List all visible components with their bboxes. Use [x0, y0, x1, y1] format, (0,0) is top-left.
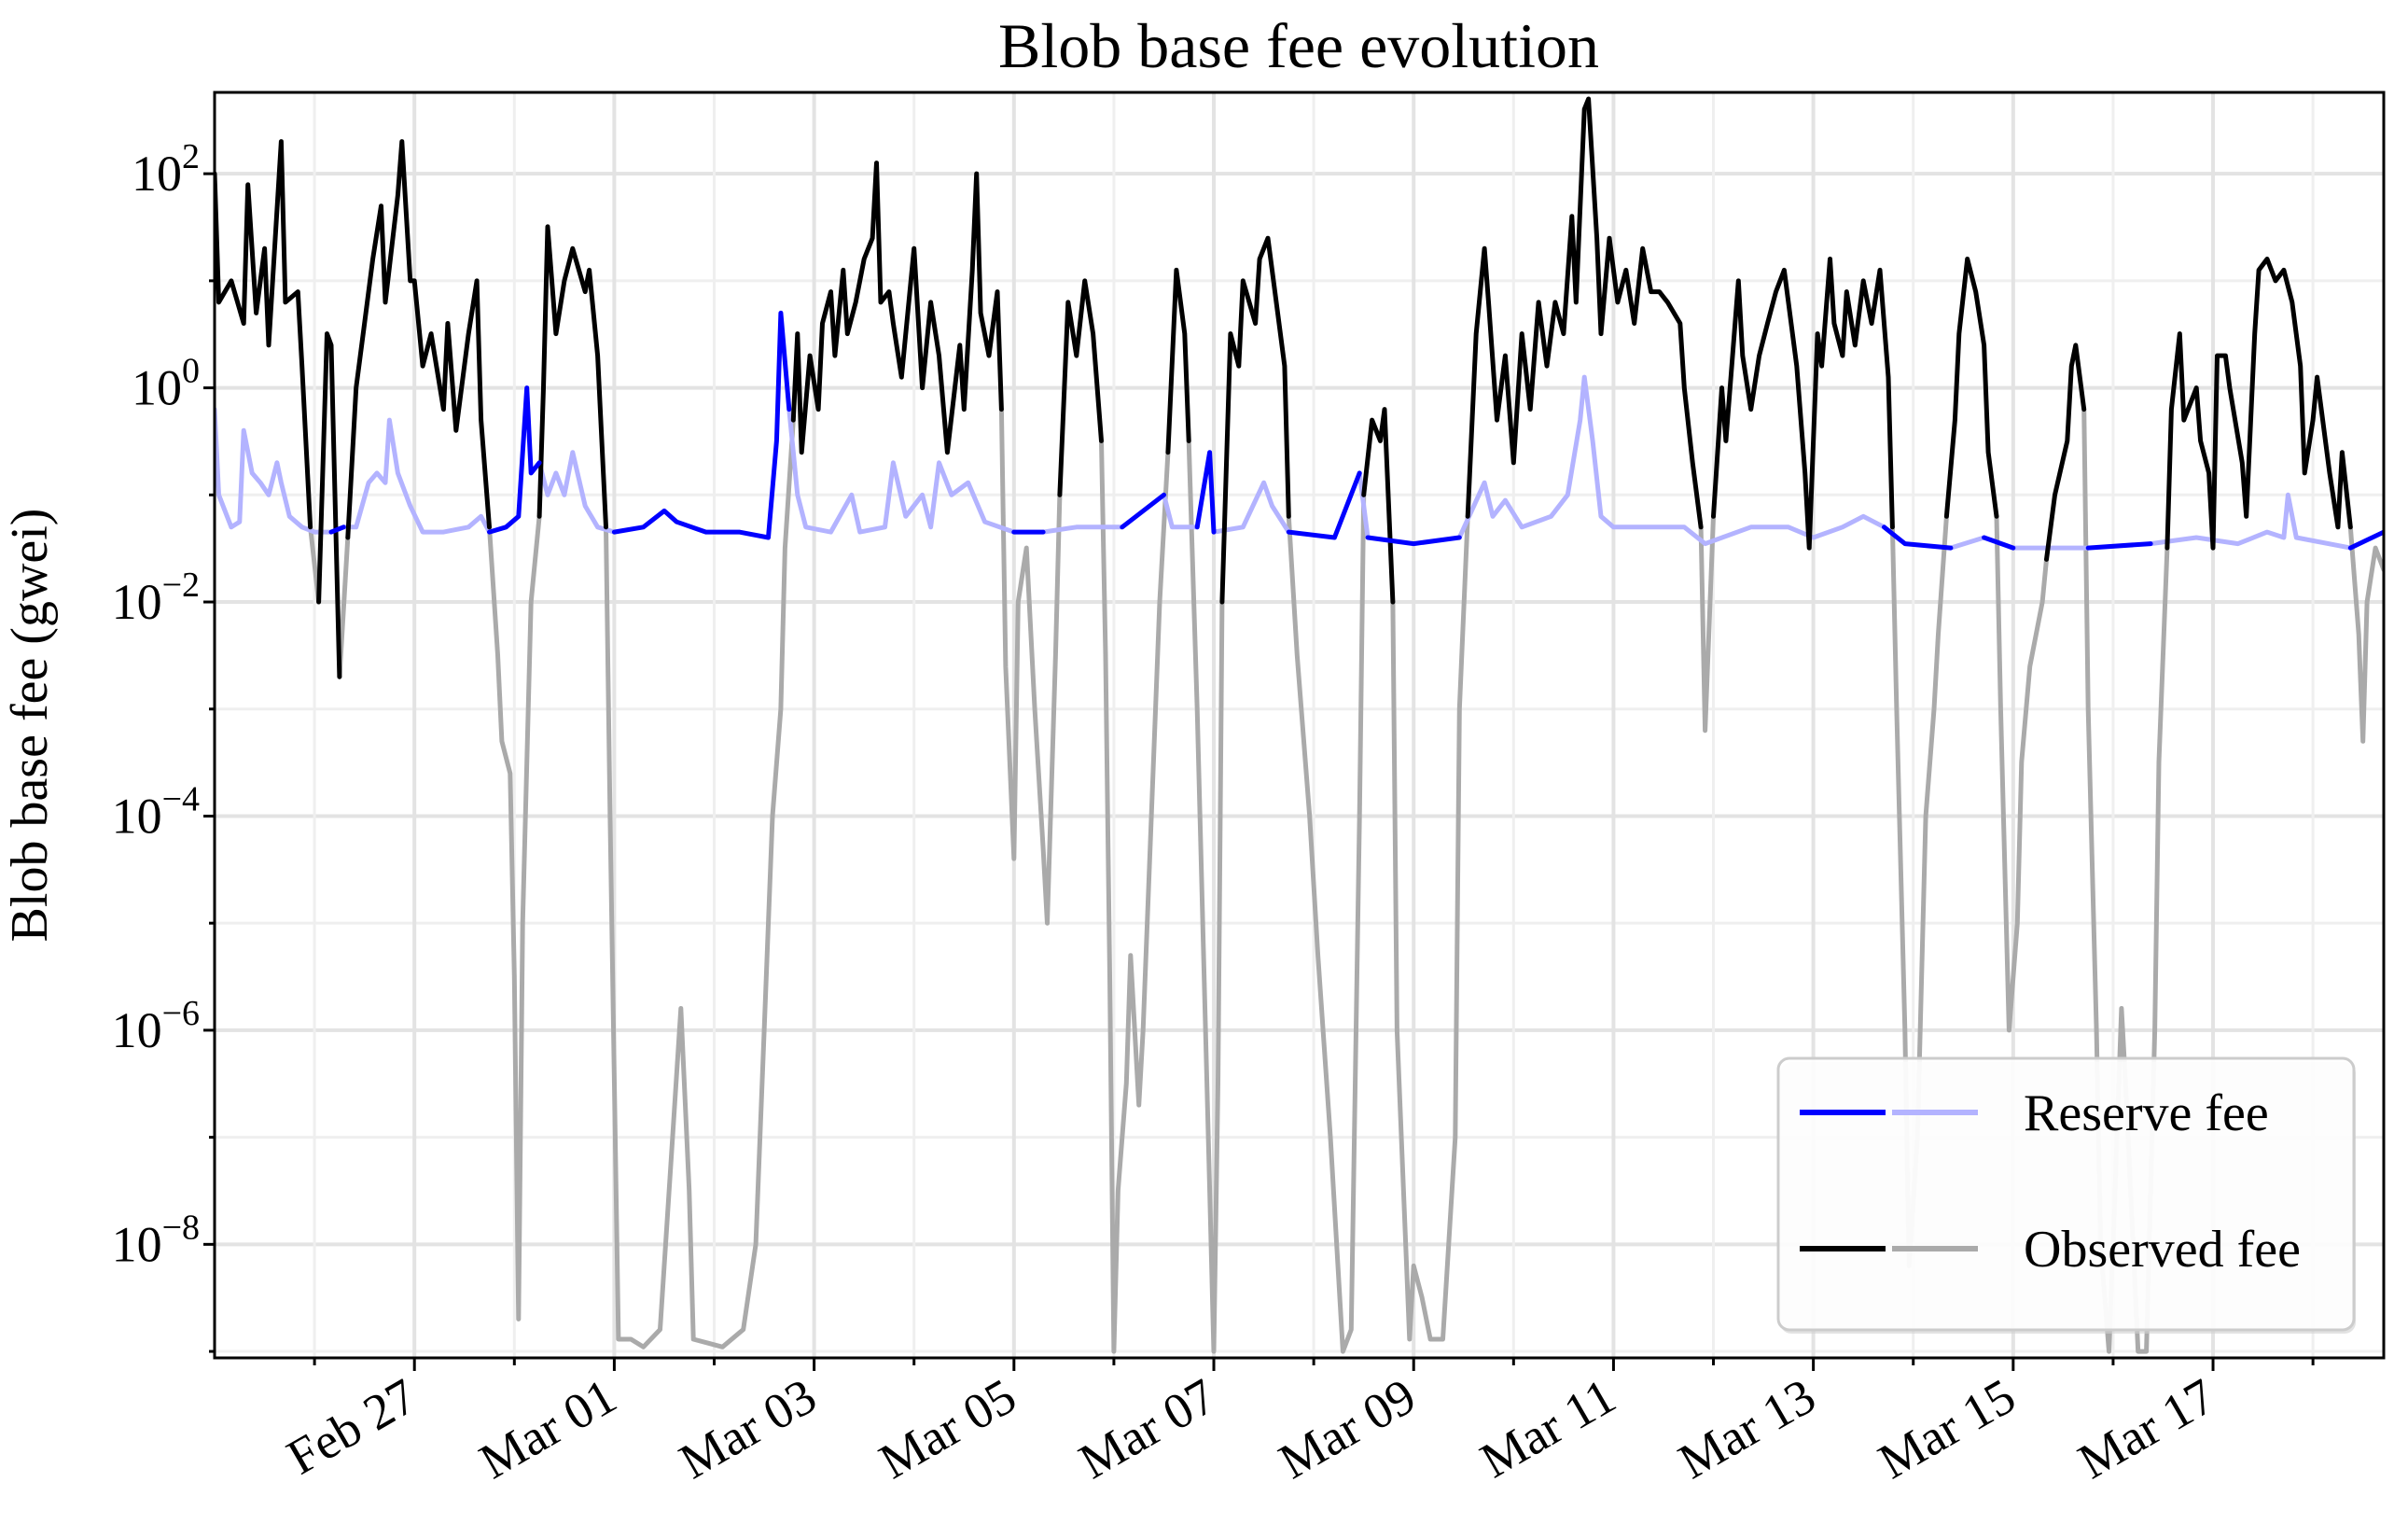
observed-fee-line-above-reserve [2044, 343, 2087, 562]
observed-fee-line-above-reserve [1711, 257, 1895, 551]
observed-fee-line-above-reserve [790, 161, 1004, 455]
y-tick-exponent: −6 [162, 994, 200, 1033]
inactive-layer [215, 374, 2384, 1354]
reserve-fee-line-binding [611, 310, 792, 540]
observed-fee-line-above-reserve [1165, 267, 1191, 455]
legend-label-observed-fee: Observed fee [2024, 1221, 2301, 1279]
reserve-fee-line-non-binding [1357, 470, 1371, 540]
reserve-fee-line-non-binding [1162, 492, 1200, 530]
observed-fee-line-below-reserve [2347, 524, 2384, 744]
y-tick-label: 10−8 [112, 1208, 200, 1272]
observed-fee-line-below-reserve [1099, 438, 1171, 1354]
observed-fee-line-above-reserve [215, 139, 313, 530]
reserve-fee-line-binding [328, 524, 346, 535]
plot-frame [213, 91, 2386, 1360]
plot-lines [215, 96, 2384, 1354]
legend: Reserve fee Observed fee [1776, 1056, 2356, 1334]
observed-fee-line-above-reserve [2164, 257, 2353, 551]
observed-fee-line-above-reserve [345, 139, 492, 540]
active-layer [215, 96, 2384, 679]
observed-fee-line-below-reserve [1286, 492, 1367, 1354]
reserve-fee-line-non-binding [2148, 492, 2353, 551]
observed-fee-line-above-reserve [1465, 96, 1704, 530]
y-tick-base: 10 [112, 788, 162, 844]
observed-fee-line-above-reserve [1943, 257, 1999, 519]
reserve-fee-line-binding [1194, 450, 1217, 535]
reserve-fee-line-binding [1120, 492, 1166, 530]
y-tick-exponent: −4 [162, 779, 200, 818]
observed-fee-line-below-reserve [1186, 438, 1225, 1354]
observed-fee-line-above-reserve [1361, 407, 1396, 605]
legend-label-reserve-fee: Reserve fee [2024, 1084, 2269, 1142]
y-tick-base: 10 [112, 574, 162, 630]
observed-fee-line-below-reserve [604, 417, 796, 1349]
observed-fee-line-above-reserve [1219, 235, 1291, 605]
observed-fee-line-below-reserve [2081, 407, 2170, 1354]
reserve-fee-line-non-binding [215, 407, 334, 535]
y-tick-exponent: −2 [162, 566, 200, 605]
y-tick-exponent: 2 [182, 137, 200, 176]
legend-box [1776, 1056, 2356, 1332]
observed-fee-line-above-reserve [1057, 278, 1104, 497]
reserve-fee-line-non-binding [786, 407, 1017, 535]
y-tick-label: 102 [132, 137, 200, 202]
reserve-fee-line-binding [487, 385, 542, 535]
y-tick-label: 10−6 [112, 994, 200, 1058]
y-tick-exponent: 0 [182, 352, 200, 391]
reserve-fee-line-binding [2085, 541, 2153, 551]
observed-fee-line-above-reserve [536, 224, 608, 530]
observed-fee-line-below-reserve [1698, 513, 1716, 734]
reserve-fee-line-binding [1365, 535, 1462, 547]
grid [215, 92, 2384, 1358]
y-axis-label: Blob base fee (gwei) [1, 509, 59, 943]
reserve-fee-line-binding [1882, 524, 1954, 551]
y-tick-base: 10 [132, 146, 182, 202]
reserve-fee-line-non-binding [1948, 535, 1987, 551]
chart-title: Blob base fee evolution [998, 10, 1599, 81]
observed-fee-line-below-reserve [998, 407, 1063, 926]
reserve-fee-line-binding [2347, 529, 2384, 551]
y-tick-label: 10−2 [112, 566, 200, 630]
y-tick-label: 100 [132, 352, 200, 416]
observed-fee-line-below-reserve [1390, 513, 1470, 1342]
y-tick-base: 10 [132, 360, 182, 416]
reserve-fee-line-binding [1982, 535, 2016, 551]
reserve-fee-line-non-binding [341, 417, 492, 535]
y-tick-base: 10 [112, 1216, 162, 1272]
y-tick-base: 10 [112, 1002, 162, 1058]
y-tick-label: 10−4 [112, 779, 200, 844]
observed-fee-line-above-reserve [316, 331, 342, 679]
y-tick-exponent: −8 [162, 1208, 200, 1247]
reserve-fee-line-binding [1286, 470, 1362, 540]
observed-fee-line-below-reserve [487, 513, 542, 1321]
reserve-fee-line-non-binding [1211, 480, 1291, 535]
reserve-fee-line-non-binding [1040, 524, 1125, 535]
observed-fee-line-below-reserve [1994, 513, 2049, 1033]
reserve-fee-line-non-binding [536, 450, 617, 535]
